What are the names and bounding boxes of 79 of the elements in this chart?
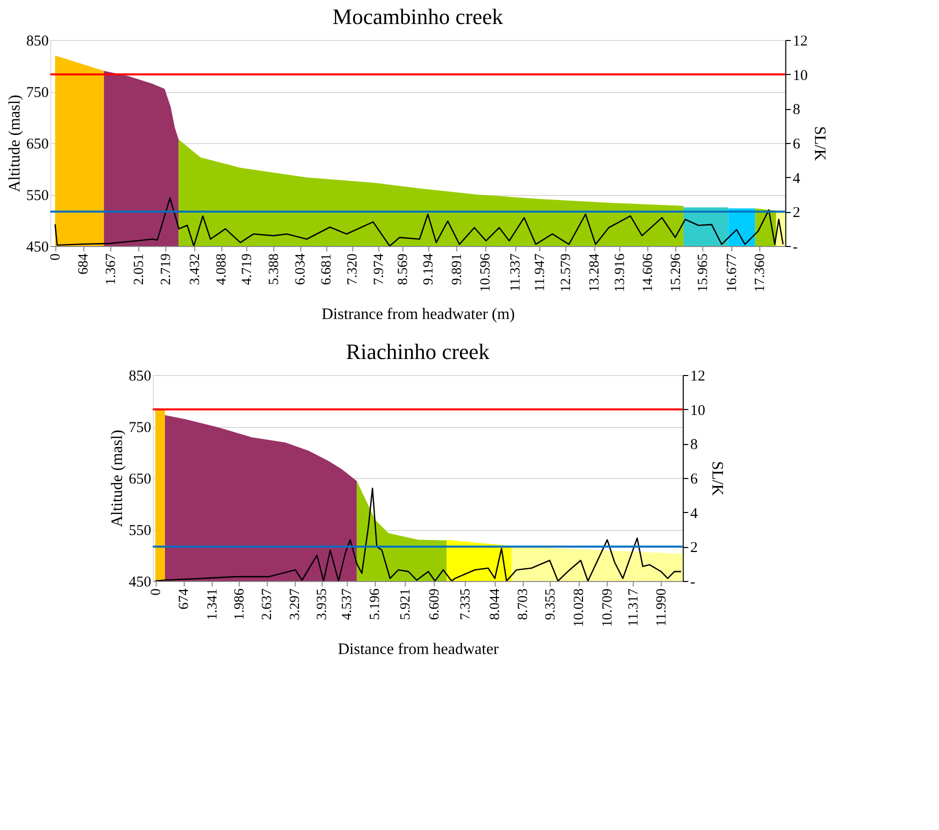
x-tick-label: 674: [177, 588, 192, 610]
x-tick-label: 3.935: [314, 588, 330, 620]
x-tick-label: 14.606: [641, 254, 656, 292]
y-axis-title: Altitude (masl): [108, 430, 126, 528]
x-tick-label: 5.921: [398, 588, 414, 620]
y-tick-label: 550: [26, 188, 49, 204]
y2-tick-label: 6: [792, 136, 801, 152]
x-tick-label: 8.044: [488, 588, 504, 620]
chart-title: Mocambinho creek: [332, 4, 503, 29]
y2-axis-title: SL/K: [708, 461, 726, 496]
x-tick-label: 1.986: [232, 588, 248, 620]
y-tick-label: 750: [128, 420, 152, 436]
x-tick-label: 0: [148, 588, 164, 596]
x-tick-label: 13.284: [587, 254, 602, 292]
x-tick-label: 0: [48, 254, 64, 260]
x-tick-label: 11.947: [533, 254, 548, 292]
x-tick-label: 15.296: [669, 254, 684, 292]
x-tick-label: 4.719: [240, 254, 256, 285]
x-tick-label: 5.196: [368, 588, 384, 620]
x-tick-label: 4.088: [214, 254, 230, 285]
x-tick-label: 10.709: [600, 588, 616, 627]
y2-tick-label: 2: [792, 205, 800, 222]
y-tick-label: 450: [26, 240, 49, 256]
x-tick-label: 7.320: [346, 254, 361, 285]
x-tick-label: 1.341: [205, 588, 220, 620]
x-tick-label: 7.974: [372, 254, 388, 285]
x-tick-label: 4.537: [340, 588, 356, 620]
y-tick-label: 550: [128, 523, 152, 539]
x-tick-label: 6.034: [293, 254, 308, 285]
y-axis-title: Altitude (masl): [6, 94, 24, 192]
y2-tick-label: 2: [690, 540, 698, 556]
y-tick-label: 850: [128, 368, 152, 384]
chart-title: Riachinho creek: [346, 339, 490, 364]
x-tick-label: 9.891: [450, 254, 465, 285]
x-tick-label: 9.355: [544, 588, 559, 620]
x-tick-label: 10.596: [478, 254, 494, 292]
y2-tick-label: 8: [690, 437, 698, 454]
x-tick-label: 6.609: [428, 588, 443, 620]
x-tick-label: 684: [76, 254, 92, 274]
x-tick-label: 15.965: [696, 254, 712, 292]
x-tick-label: 2.051: [132, 254, 147, 285]
y2-tick-label: 4: [792, 170, 801, 187]
y-tick-label: 850: [26, 34, 49, 50]
x-tick-label: 10.028: [572, 588, 587, 627]
x-tick-label: 6.681: [320, 254, 335, 285]
y-tick-label: 450: [128, 574, 152, 590]
y-tick-label: 650: [128, 472, 152, 488]
line-series: [54, 197, 784, 246]
y2-tick-label: -: [792, 240, 798, 256]
x-tick-label: 8.569: [396, 254, 412, 285]
x-axis-title: Distrance from headwater (m): [322, 306, 515, 323]
y2-tick-label: -: [690, 574, 696, 590]
y2-tick-label: 10: [792, 68, 808, 84]
x-tick-label: 16.677: [725, 254, 740, 292]
x-axis-title: Distance from headwater: [338, 641, 500, 658]
x-tick-label: 7.335: [458, 588, 474, 620]
x-tick-label: 11.317: [626, 588, 642, 626]
x-tick-label: 13.916: [613, 254, 628, 292]
y2-axis-title: SL/K: [810, 126, 828, 162]
x-tick-label: 17.360: [752, 254, 768, 292]
x-tick-label: 5.388: [267, 254, 282, 285]
y2-tick-label: 10: [690, 402, 706, 419]
y2-tick-label: 12: [690, 368, 706, 384]
x-tick-label: 2.637: [260, 588, 276, 620]
x-tick-label: 9.194: [422, 254, 437, 285]
y2-tick-label: 6: [690, 472, 698, 488]
x-tick-label: 3.432: [188, 254, 203, 285]
y2-tick-label: 12: [792, 34, 808, 50]
x-tick-label: 8.703: [516, 588, 532, 620]
x-tick-label: 2.719: [158, 254, 174, 285]
x-tick-label: 12.579: [558, 254, 574, 292]
x-tick-label: 11.990: [654, 588, 670, 626]
x-tick-label: 1.367: [104, 254, 120, 285]
y-tick-label: 750: [26, 85, 49, 101]
y-tick-label: 650: [26, 136, 49, 152]
y2-tick-label: 8: [792, 102, 800, 118]
x-tick-label: 11.337: [508, 254, 524, 292]
x-tick-label: 3.297: [288, 588, 303, 620]
y2-tick-label: 4: [690, 506, 698, 522]
